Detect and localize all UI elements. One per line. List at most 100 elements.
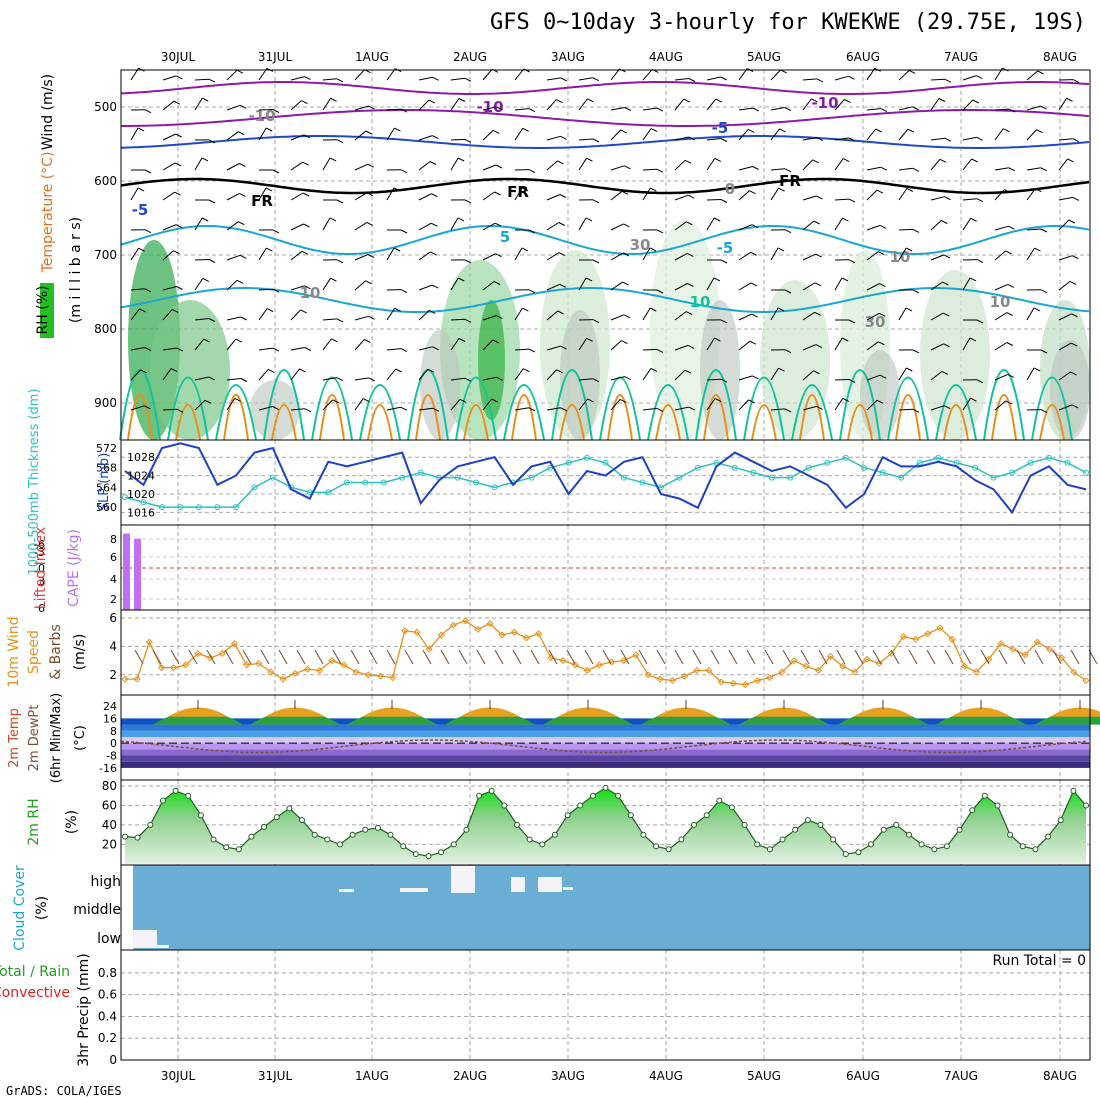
thickness-point [399,474,406,481]
wind-barb [194,217,203,231]
wind10-point [267,668,275,676]
wind10-point [364,671,372,679]
wind-barb-flag [779,128,786,133]
wind-barb-flag [942,281,949,286]
thickness-point [325,489,332,496]
wind-barb-flag [368,105,375,110]
wind-barb-flag [559,283,567,288]
wind10-point [1009,645,1017,653]
wind-barb-flag [366,192,374,197]
rh-tick: 60 [102,798,117,812]
wind-barb-flag [906,187,914,192]
wind-barb [866,399,878,411]
wind-barb [130,347,145,351]
wind-barb [898,408,914,411]
wind-barb [386,368,397,381]
cloud-block [400,888,428,892]
wind-barb-flag [400,406,407,411]
wind-barb-flag [336,377,344,382]
rh-point [956,826,963,833]
wind-barb-flag [976,319,984,324]
wind-barb [226,398,236,411]
wind-barb-flag [1005,400,1012,405]
wind10-point [437,631,445,639]
wind-barb-flag [943,343,950,348]
wind-barb-flag [173,100,181,105]
wind-barb [962,158,972,171]
wind-barb-flag [208,199,216,204]
wind-barb-flag [429,161,437,165]
temp-hump-warm [362,707,422,717]
wind-barb [546,345,561,351]
slp-tick: 1028 [127,451,155,464]
rh-point [551,831,558,838]
wind-barb-flag [171,308,179,313]
wind-barb [226,254,241,261]
wind-barb-flag [908,69,916,74]
wind-barb-flag [1040,349,1048,354]
wind-barb-flag [971,158,978,163]
wind-barb [290,161,303,171]
rh-point [804,817,811,824]
wind10-point [705,666,713,675]
contour-20 [751,404,777,441]
thickness-point [251,484,258,491]
wind-barb [770,168,786,171]
wind-barb-flag [592,378,600,383]
wind-barb [738,340,751,351]
wind10-barb [368,649,378,665]
wind-barb [482,106,497,111]
wind-barb [482,68,493,81]
wind10-point [839,662,847,670]
wind10-point [948,635,956,643]
temp-band [121,724,1090,731]
wind10-barb [152,649,162,665]
wind10-barb [638,649,648,665]
wind-barb [322,98,332,111]
wind-barb-flag [586,337,593,342]
wind-barb [642,168,658,171]
rh-tick: 20 [102,837,117,851]
wind10-barb [440,649,450,665]
thickness-point [694,464,701,471]
wind-barb-flag [1040,409,1048,414]
wind-barb [482,315,497,321]
wind-barb-flag [201,157,209,162]
wind-barb [866,312,880,321]
wind-barb-flag [587,398,594,403]
wind-barb-flag [336,199,344,204]
wind10-barb [548,649,558,665]
wind-barb-flag [175,133,182,138]
wind-barb [930,312,944,321]
wind-barb [130,369,142,381]
wind-barb [386,308,396,321]
wind-barb-flag [176,75,183,80]
wind-barb [546,99,557,111]
wind10-point [583,666,591,675]
wind10-point [145,638,153,646]
wind-barb-flag [749,340,757,345]
wind-barb-flag [144,229,152,234]
wind-barb-flag [266,247,273,252]
label-barbs: & Barbs [48,624,64,680]
wind-barb-flag [303,134,311,139]
wind10-point [1021,651,1029,659]
wind-barb-flag [201,217,209,222]
rh-point [589,792,596,799]
wind-barb-flag [622,252,630,257]
rh-point [362,826,369,833]
wind10-point [121,675,129,683]
wind-barb-flag [494,222,502,227]
temp-tick: 24 [103,700,117,713]
wind10-point [316,666,324,675]
wind-barb-flag [816,137,824,142]
wind-barb [994,312,1008,321]
date-tick-bottom: 5AUG [747,1069,781,1083]
wind-barb [738,313,752,321]
wind-barb-flag [272,406,279,410]
wind-barb-flag [813,220,821,225]
date-tick-top: 7AUG [944,50,978,64]
wind-barb-flag [144,288,152,293]
wind-barb-flag [208,376,215,381]
temp-tick: -16 [99,762,117,775]
